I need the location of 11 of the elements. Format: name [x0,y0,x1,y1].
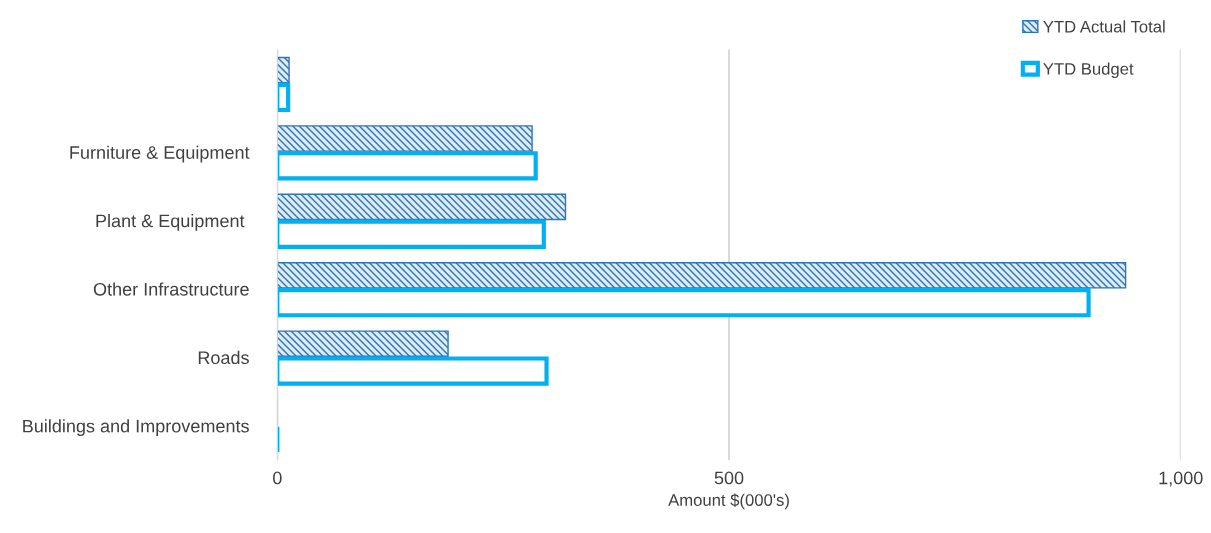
x-tick-label: 0 [273,471,282,485]
legend-label: YTD Actual Total [1043,20,1165,33]
x-tick-label: 1,000 [1159,471,1203,487]
y-tick-label: Furniture & Equipment [70,145,250,163]
y-tick-label: Roads [198,350,249,365]
y-tick-label: Buildings and Improvements [23,419,249,437]
x-axis-title: Amount $(000's) [668,493,789,510]
y-tick-label: Other Infrastructure [93,282,249,296]
x-tick-label: 500 [714,471,744,485]
y-tick-label: Plant & Equipment [96,214,245,231]
legend-label: YTD Budget [1043,62,1134,79]
